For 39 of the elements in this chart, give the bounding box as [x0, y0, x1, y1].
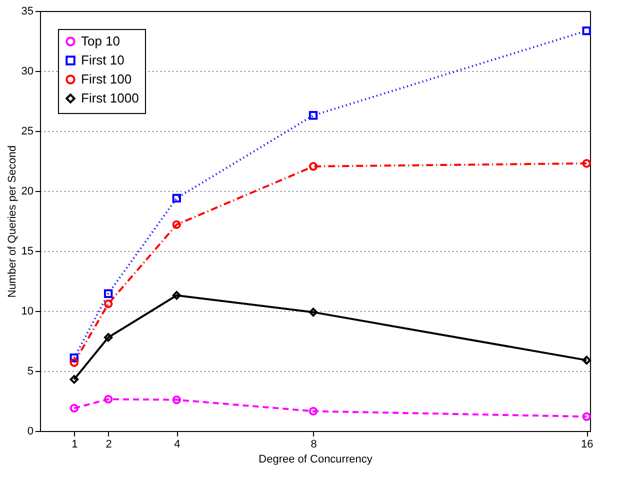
x-axis-title: Degree of Concurrency	[258, 454, 373, 466]
y-axis-title: Number of Queries per Second	[6, 145, 18, 298]
point	[308, 308, 318, 317]
point	[172, 220, 181, 229]
legend-label: First 10	[81, 52, 124, 68]
x-tick-label: 2	[106, 438, 112, 450]
point	[104, 289, 113, 298]
legend-label: First 1000	[81, 90, 139, 106]
x-tick-label: 4	[174, 438, 180, 450]
point	[70, 353, 79, 362]
y-tick-label: 35	[21, 6, 34, 18]
point	[582, 26, 591, 36]
point	[104, 299, 113, 308]
y-tick-label: 5	[27, 366, 34, 378]
point	[104, 394, 113, 404]
point	[172, 194, 181, 203]
y-tick-label: 0	[27, 426, 34, 438]
point	[308, 111, 318, 120]
point	[70, 358, 79, 367]
x-tick-label: 16	[580, 438, 594, 450]
point	[582, 412, 591, 421]
x-tick-label: 8	[310, 438, 317, 450]
point	[70, 375, 79, 384]
y-tick-label: 20	[21, 186, 34, 198]
point	[582, 356, 591, 365]
y-tick-label: 25	[21, 126, 34, 138]
legend-label: First 100	[81, 72, 132, 86]
point	[104, 333, 113, 342]
y-tick-label: 30	[21, 66, 34, 78]
point	[308, 406, 318, 416]
legend-label: Top 10	[81, 34, 120, 48]
point	[172, 291, 181, 300]
y-tick-label: 15	[21, 246, 34, 258]
point	[70, 404, 79, 413]
point	[172, 395, 181, 404]
point	[308, 162, 318, 171]
x-tick-label: 1	[72, 438, 78, 450]
y-tick-label: 10	[21, 306, 34, 318]
point	[582, 159, 591, 168]
